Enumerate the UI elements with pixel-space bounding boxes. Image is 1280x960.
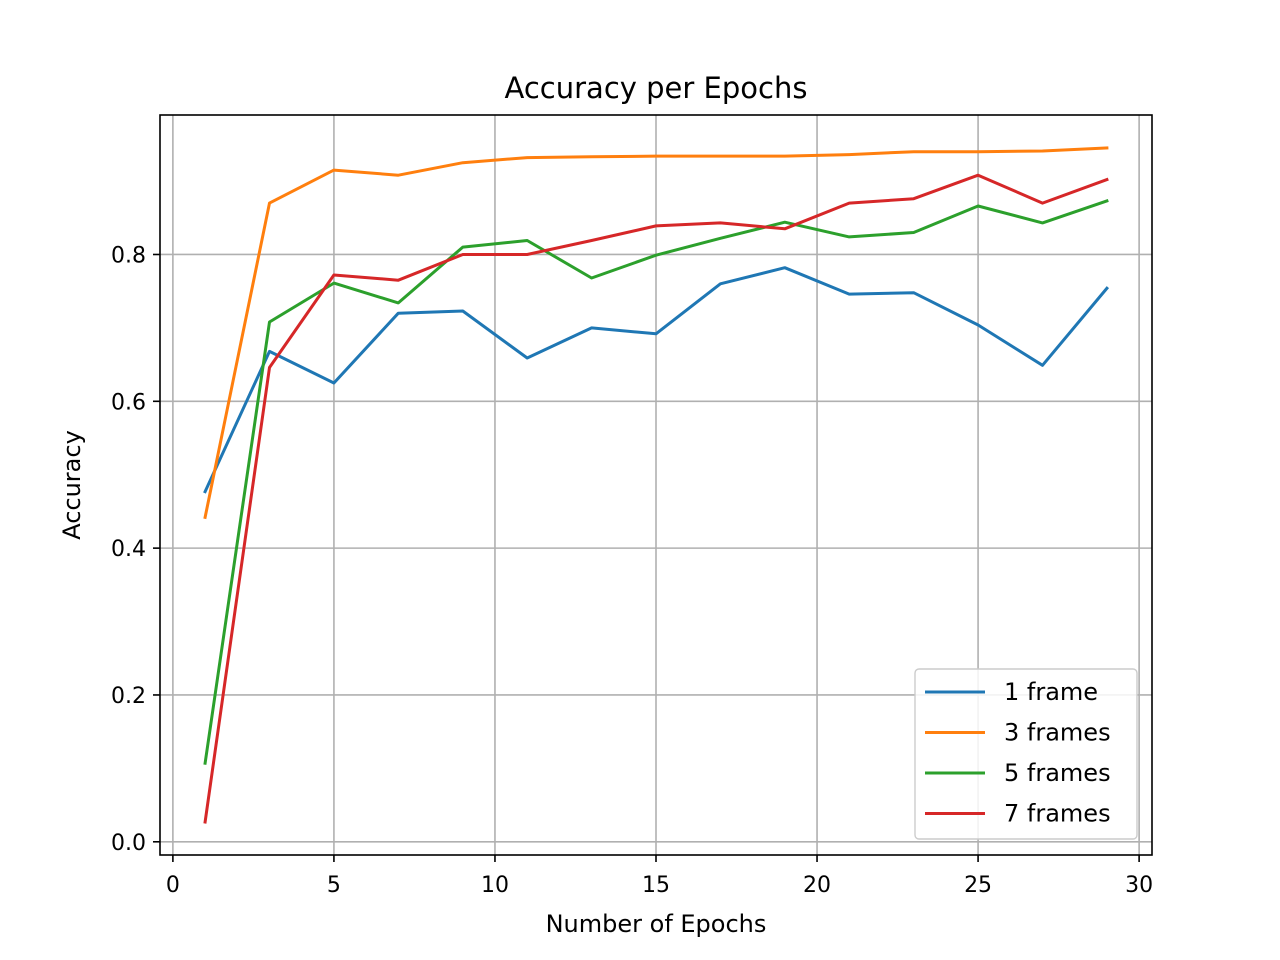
legend-label: 1 frame [1004,678,1098,706]
y-tick-label: 0.8 [111,243,146,268]
series-line-2 [203,146,1109,520]
legend-box [914,668,1138,840]
tick-layer: 0 5 10 15 20 25 30 0.0 0.2 0.4 0.6 0.8 [111,243,1153,898]
x-tick-label: 5 [327,873,341,898]
series-layer [203,146,1110,824]
y-axis-label: Accuracy [58,430,86,540]
chart-title: Accuracy per Epochs [505,71,808,105]
x-tick-label: 0 [166,873,180,898]
x-tick-label: 30 [1125,873,1153,898]
legend-label: 5 frames [1004,759,1111,787]
y-tick-label: 0.6 [111,390,146,415]
x-tick-label: 20 [803,873,831,898]
series-line-3 [203,198,1109,765]
y-tick-label: 0.4 [111,537,146,562]
grid-layer [160,115,1152,855]
chart-legend: 1 frame 3 frames 5 frames 7 frames [914,668,1138,840]
x-axis-label: Number of Epochs [546,910,767,938]
y-tick-label: 0.2 [111,684,146,709]
x-tick-label: 10 [481,873,509,898]
x-tick-label: 25 [964,873,992,898]
y-tick-label: 0.0 [111,831,146,856]
series-line-1 [203,266,1110,494]
x-tick-label: 15 [642,873,670,898]
legend-label: 3 frames [1004,719,1111,747]
legend-label: 7 frames [1004,800,1111,828]
series-line-4 [203,173,1109,824]
